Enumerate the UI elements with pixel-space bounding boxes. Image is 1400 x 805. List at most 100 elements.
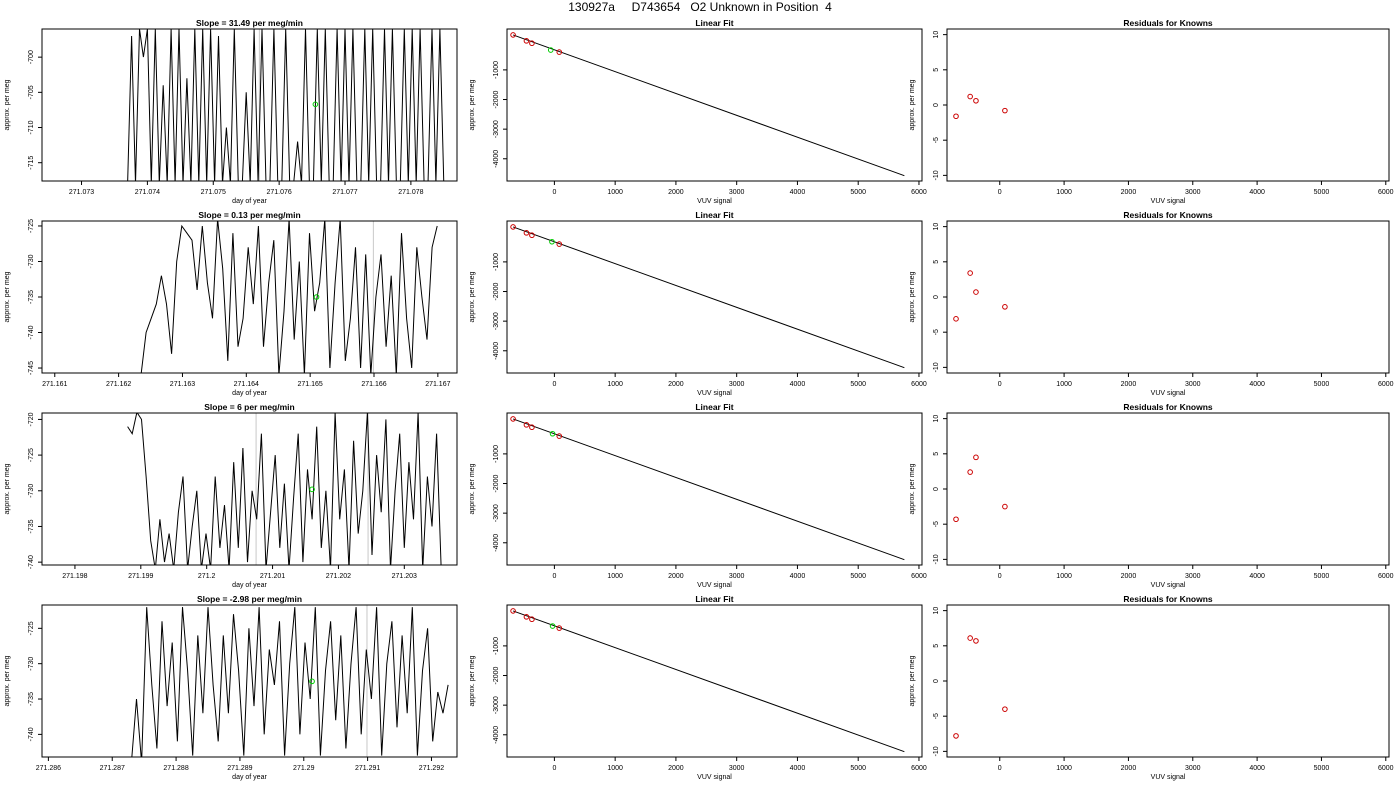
- unknown-point: [549, 238, 555, 245]
- x-tick-label: 1000: [607, 573, 623, 580]
- data-point: [973, 638, 979, 644]
- x-tick-label: 5000: [1314, 765, 1330, 772]
- plot-area: [953, 454, 1008, 523]
- y-tick-label: 5: [933, 260, 940, 264]
- plot-area: [510, 608, 905, 753]
- data-point: [967, 635, 973, 641]
- x-tick-label: 3000: [1185, 189, 1201, 196]
- x-axis-label: day of year: [232, 198, 267, 205]
- panel-title: Linear Fit: [695, 594, 733, 604]
- plot-area: [953, 93, 1008, 120]
- plot-frame: [506, 220, 923, 374]
- x-tick-label: 4000: [790, 765, 806, 772]
- y-axis-label: approx. per meg: [469, 655, 476, 706]
- x-tick-label: 271.198: [62, 573, 87, 580]
- y-tick-label: -3000: [493, 120, 500, 138]
- y-axis-label: approx. per meg: [909, 79, 916, 130]
- y-tick-label: -2000: [493, 666, 500, 684]
- data-series-line: [127, 29, 445, 181]
- x-tick-label: 0: [552, 381, 556, 388]
- data-point: [953, 733, 959, 739]
- y-tick-label: -2000: [493, 90, 500, 108]
- y-tick-label: 10: [933, 223, 940, 231]
- x-tick-label: 3000: [729, 189, 745, 196]
- x-tick-label: 0: [552, 189, 556, 196]
- x-tick-label: 4000: [1249, 765, 1265, 772]
- y-tick-label: -5: [933, 137, 940, 143]
- x-tick-label: 4000: [1249, 573, 1265, 580]
- x-tick-label: 271.162: [106, 381, 131, 388]
- y-axis-label: approx. per meg: [4, 463, 11, 514]
- y-tick-label: -725: [28, 448, 35, 462]
- x-tick-label: 3000: [1185, 381, 1201, 388]
- plot-area: [953, 270, 1008, 322]
- x-tick-label: 5000: [850, 189, 866, 196]
- x-axis-label: VUV signal: [697, 198, 732, 205]
- panel-row3-slope: 271.198 271.199 271.2 271.201 271.202 271.203…: [4, 402, 458, 589]
- x-tick-label: 2000: [668, 381, 684, 388]
- x-tick-label: 271.288: [163, 765, 188, 772]
- x-tick-label: 271.166: [361, 381, 386, 388]
- x-tick-label: 271.291: [355, 765, 380, 772]
- data-point: [556, 433, 563, 439]
- y-tick-label: -4000: [493, 150, 500, 168]
- y-tick-label: 0: [933, 679, 940, 683]
- y-tick-label: -700: [28, 50, 35, 64]
- x-tick-label: 4000: [790, 189, 806, 196]
- x-tick-label: 0: [552, 573, 556, 580]
- x-tick-label: 271.161: [42, 381, 67, 388]
- plot-frame: [946, 28, 1390, 182]
- figure-title: 130927a D743654 O2 Unknown in Position 4: [568, 0, 832, 14]
- y-tick-label: 5: [933, 644, 940, 648]
- x-tick-label: 5000: [850, 381, 866, 388]
- plot-frame: [506, 604, 923, 758]
- x-tick-label: 1000: [607, 765, 623, 772]
- y-tick-label: 10: [933, 607, 940, 615]
- x-tick-label: 2000: [668, 765, 684, 772]
- y-tick-label: -725: [28, 219, 35, 233]
- panel-row3-residuals: 0 1000 2000 3000 4000 5000 6000 10 5 0 -5 -10 Residu…: [909, 402, 1394, 589]
- x-axis-label: VUV signal: [1151, 390, 1186, 397]
- y-tick-label: -1000: [493, 637, 500, 655]
- x-tick-label: 3000: [1185, 765, 1201, 772]
- x-tick-label: 0: [998, 189, 1002, 196]
- x-axis-label: VUV signal: [697, 390, 732, 397]
- y-axis-label: approx. per meg: [469, 463, 476, 514]
- y-tick-label: -4000: [493, 534, 500, 552]
- panel-title: Linear Fit: [695, 402, 733, 412]
- data-point: [973, 97, 979, 104]
- panel-title: Slope = 31.49 per meg/min: [196, 18, 303, 28]
- panel-title: Slope = 0.13 per meg/min: [198, 210, 300, 220]
- x-tick-label: 4000: [790, 573, 806, 580]
- data-series-line: [131, 607, 449, 757]
- y-tick-label: -730: [28, 254, 35, 268]
- panel-row4-slope: 271.286 271.287 271.288 271.289 271.29 271.29…: [4, 594, 458, 781]
- data-point: [1002, 503, 1008, 510]
- y-tick-label: 5: [933, 452, 940, 456]
- x-tick-label: 3000: [729, 381, 745, 388]
- x-tick-label: 1000: [1056, 573, 1072, 580]
- panel-row2-slope: 271.161 271.162 271.163 271.164 271.165 271.1…: [4, 210, 458, 397]
- data-point: [1002, 304, 1008, 310]
- panel-title: Linear Fit: [695, 18, 733, 28]
- y-tick-label: -1000: [493, 61, 500, 79]
- x-tick-label: 271.075: [201, 189, 226, 196]
- x-tick-label: 271.167: [425, 381, 450, 388]
- panel-row2-fit: 0 1000 2000 3000 4000 5000 6000 -1000 -2000 -3000…: [469, 210, 927, 397]
- x-tick-label: 5000: [1314, 381, 1330, 388]
- data-point: [510, 224, 516, 230]
- data-point: [510, 416, 516, 422]
- y-tick-label: 5: [933, 68, 940, 72]
- y-tick-label: -730: [28, 484, 35, 498]
- data-point: [529, 232, 535, 239]
- y-tick-label: -740: [28, 727, 35, 741]
- unknown-point: [549, 430, 556, 437]
- x-tick-label: 1000: [1056, 381, 1072, 388]
- y-tick-label: -735: [28, 519, 35, 533]
- y-tick-label: 0: [933, 487, 940, 491]
- y-axis-label: approx. per meg: [909, 271, 916, 322]
- data-point: [529, 424, 535, 431]
- panel-title: Residuals for Knowns: [1123, 402, 1213, 412]
- y-tick-label: -5: [933, 521, 940, 527]
- x-tick-label: 6000: [911, 189, 927, 196]
